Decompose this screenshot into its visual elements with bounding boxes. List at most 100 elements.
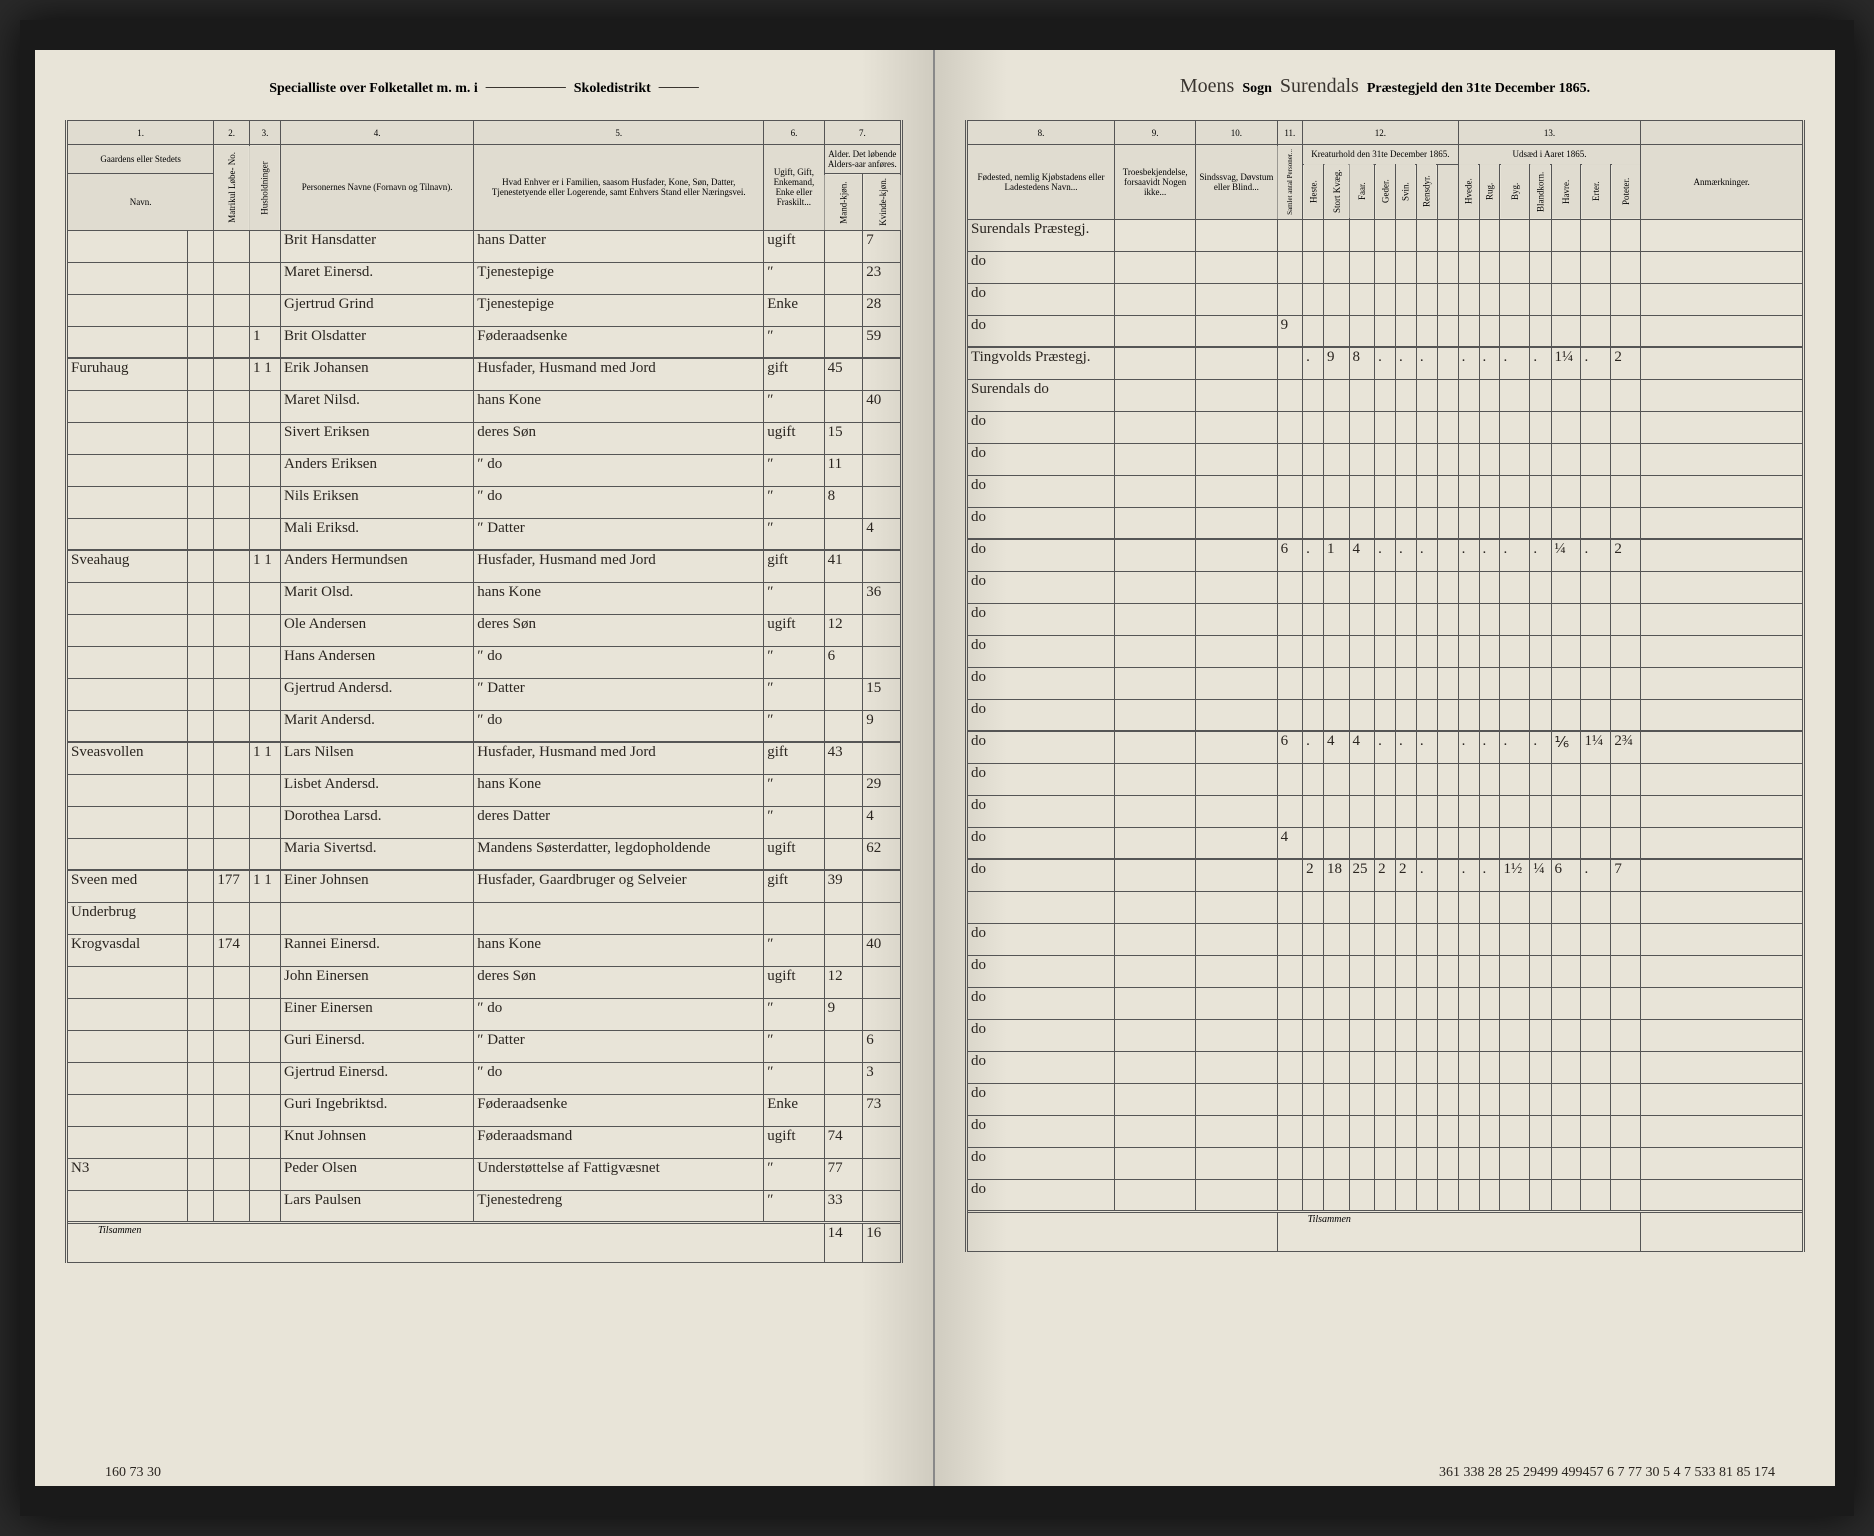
col-9: 9. xyxy=(1115,121,1196,145)
cell-sind xyxy=(1196,699,1277,731)
cell-name: Maria Sivertsd. xyxy=(281,838,474,870)
cell-u4 xyxy=(1551,1179,1581,1211)
cell-name: Knut Johnsen xyxy=(281,1126,474,1158)
cell-age-k: 4 xyxy=(863,518,902,550)
cell-11 xyxy=(1277,1019,1303,1051)
footer-k: 16 xyxy=(863,1222,902,1262)
cell-k1 xyxy=(1324,1115,1350,1147)
cell-u4 xyxy=(1551,283,1581,315)
cell-civil: ″ xyxy=(764,454,824,486)
cell-gaard xyxy=(67,678,188,710)
cell-k3 xyxy=(1375,251,1396,283)
cell-tro xyxy=(1115,699,1196,731)
table-row: Lisbet Andersd.hans Kone″29 xyxy=(67,774,902,806)
cell-k0 xyxy=(1303,379,1324,411)
cell-u1 xyxy=(1479,699,1500,731)
cell-hush xyxy=(249,1094,280,1126)
h-fode: Fødested, nemlig Kjøbstadens eller Lades… xyxy=(967,145,1115,220)
cell-age-k xyxy=(863,998,902,1030)
cell-civil: ugift xyxy=(764,230,824,262)
cell-tro xyxy=(1115,891,1196,923)
cell-u5 xyxy=(1581,923,1611,955)
cell-k4 xyxy=(1395,507,1416,539)
cell-blank xyxy=(187,1190,214,1222)
table-row: do9 xyxy=(967,315,1804,347)
h-gaard: Gaardens eller Stedets xyxy=(67,145,214,174)
cell-anm xyxy=(1641,667,1804,699)
table-row: N3Peder OlsenUnderstøttelse af Fattigvæs… xyxy=(67,1158,902,1190)
cell-hush xyxy=(249,1126,280,1158)
cell-matr xyxy=(214,614,250,646)
cell-civil: ″ xyxy=(764,774,824,806)
cell-civil: ugift xyxy=(764,966,824,998)
table-row: Sveasvollen1 1Lars NilsenHusfader, Husma… xyxy=(67,742,902,774)
hk1: Heste. xyxy=(1303,164,1324,219)
cell-11 xyxy=(1277,219,1303,251)
cell-blank xyxy=(187,1094,214,1126)
table-row: do xyxy=(967,603,1804,635)
table-row: do6.44.......⅙1¼2¾ xyxy=(967,731,1804,763)
header-prest: Præstegjeld den 31te December 1865. xyxy=(1367,81,1590,97)
cell-civil: ″ xyxy=(764,1062,824,1094)
cell-tro xyxy=(1115,795,1196,827)
cell-u6 xyxy=(1611,827,1641,859)
cell-tro xyxy=(1115,315,1196,347)
cell-u3 xyxy=(1530,379,1551,411)
cell-name: Maret Nilsd. xyxy=(281,390,474,422)
cell-blank xyxy=(187,966,214,998)
cell-age-m: 12 xyxy=(824,614,863,646)
cell-11 xyxy=(1277,347,1303,379)
cell-civil: ″ xyxy=(764,806,824,838)
cell-age-m xyxy=(824,838,863,870)
cell-k0 xyxy=(1303,987,1324,1019)
cell-11: 4 xyxy=(1277,827,1303,859)
cell-k1: 9 xyxy=(1324,347,1350,379)
table-row: do xyxy=(967,571,1804,603)
cell-fode: do xyxy=(967,571,1115,603)
cell-u3 xyxy=(1530,1083,1551,1115)
h-person: Personernes Navne (Fornavn og Tilnavn). xyxy=(281,145,474,231)
cell-age-m: 8 xyxy=(824,486,863,518)
cell-k3 xyxy=(1375,699,1396,731)
cell-age-m xyxy=(824,294,863,326)
cell-k2 xyxy=(1349,1051,1375,1083)
cell-u0 xyxy=(1458,1083,1479,1115)
cell-u4 xyxy=(1551,315,1581,347)
cell-11 xyxy=(1277,955,1303,987)
cell-matr xyxy=(214,1030,250,1062)
cell-u0 xyxy=(1458,827,1479,859)
cell-u0 xyxy=(1458,411,1479,443)
cell-11: 6 xyxy=(1277,731,1303,763)
col-10: 10. xyxy=(1196,121,1277,145)
cell-k5 xyxy=(1416,1051,1437,1083)
cell-k0 xyxy=(1303,1019,1324,1051)
cell-u3 xyxy=(1530,475,1551,507)
cell-u0 xyxy=(1458,315,1479,347)
hu3: Byg. xyxy=(1500,164,1530,219)
cell-k1 xyxy=(1324,1083,1350,1115)
cell-k3 xyxy=(1375,827,1396,859)
cell-fode: do xyxy=(967,251,1115,283)
cell-u2 xyxy=(1500,923,1530,955)
cell-hush xyxy=(249,1190,280,1222)
cell-position: ″ do xyxy=(474,646,764,678)
cell-k0 xyxy=(1303,315,1324,347)
cell-k3 xyxy=(1375,635,1396,667)
cell-k3 xyxy=(1375,1083,1396,1115)
cell-k5 xyxy=(1416,987,1437,1019)
cell-name: Maret Einersd. xyxy=(281,262,474,294)
cell-u1 xyxy=(1479,379,1500,411)
cell-u4 xyxy=(1551,923,1581,955)
col-blank xyxy=(1641,121,1804,145)
cell-k5 xyxy=(1416,635,1437,667)
cell-u4 xyxy=(1551,955,1581,987)
hu7: Poteter. xyxy=(1611,164,1641,219)
cell-tro xyxy=(1115,763,1196,795)
cell-position: ″ do xyxy=(474,998,764,1030)
cell-sind xyxy=(1196,507,1277,539)
cell-k0 xyxy=(1303,507,1324,539)
cell-name: Lisbet Andersd. xyxy=(281,774,474,806)
cell-u0 xyxy=(1458,507,1479,539)
cell-matr xyxy=(214,646,250,678)
table-row: do xyxy=(967,795,1804,827)
